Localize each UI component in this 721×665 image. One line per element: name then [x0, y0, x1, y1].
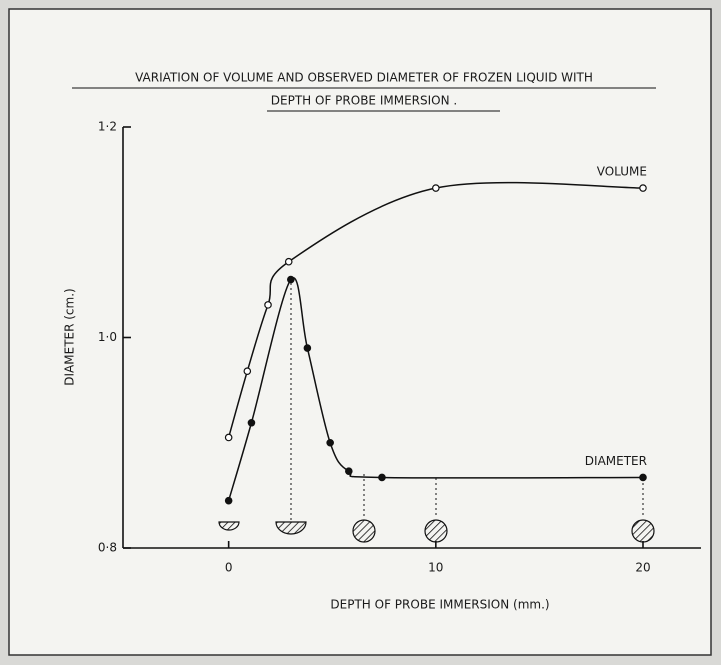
drop-icon: [425, 520, 447, 542]
data-point: [640, 474, 646, 480]
data-point: [286, 259, 292, 265]
chart-title: VARIATION OF VOLUME AND OBSERVED DIAMETE…: [135, 71, 593, 85]
data-point: [244, 368, 250, 374]
x-axis-label: DEPTH OF PROBE IMMERSION (mm.): [330, 598, 549, 612]
drop-icon: [353, 520, 375, 542]
data-point: [288, 276, 294, 282]
data-point: [327, 440, 333, 446]
data-point: [225, 497, 231, 503]
data-point: [265, 302, 271, 308]
data-point: [640, 185, 646, 191]
y-axis-label: DIAMETER (cm.): [63, 288, 77, 385]
y-tick-label: 1·0: [98, 330, 117, 344]
data-point: [346, 468, 352, 474]
chart-title: DEPTH OF PROBE IMMERSION .: [271, 94, 457, 108]
data-point: [433, 185, 439, 191]
series-label: VOLUME: [597, 165, 647, 179]
page: {"chart_data": {"type": "line", "title":…: [0, 0, 721, 665]
chart: VARIATION OF VOLUME AND OBSERVED DIAMETE…: [0, 0, 721, 665]
x-tick-label: 0: [225, 561, 233, 575]
y-tick-label: 1·2: [98, 120, 117, 134]
x-tick-label: 10: [428, 561, 443, 575]
data-point: [379, 474, 385, 480]
data-point: [225, 434, 231, 440]
y-tick-label: 0·8: [98, 541, 117, 555]
series-label: DIAMETER: [585, 454, 647, 468]
x-tick-label: 20: [635, 561, 650, 575]
data-point: [304, 345, 310, 351]
data-point: [248, 420, 254, 426]
drop-icon: [632, 520, 654, 542]
